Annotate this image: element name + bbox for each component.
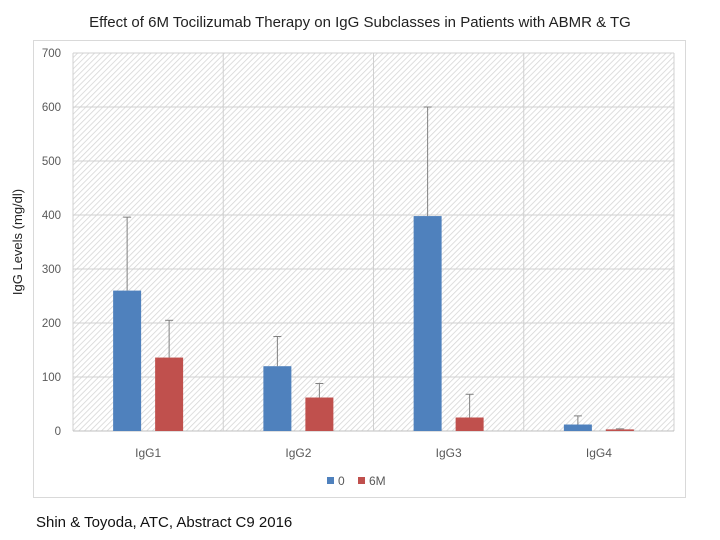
- y-tick-label: 500: [42, 156, 61, 168]
- x-tick-label: IgG4: [586, 446, 612, 460]
- legend-swatch: [327, 477, 334, 484]
- y-tick-label: 0: [55, 426, 61, 438]
- bar: [263, 366, 292, 431]
- bar: [413, 216, 442, 431]
- bar: [563, 424, 592, 431]
- bar: [455, 417, 484, 431]
- bar: [305, 397, 334, 431]
- legend-label: 6M: [369, 474, 386, 488]
- y-tick-label: 200: [42, 318, 61, 330]
- x-tick-label: IgG2: [285, 446, 311, 460]
- bar: [155, 357, 184, 431]
- y-axis-label: IgG Levels (mg/dl): [10, 189, 25, 295]
- bar: [605, 429, 634, 431]
- legend-label: 0: [338, 474, 345, 488]
- y-tick-label: 100: [42, 372, 61, 384]
- legend-swatch: [358, 477, 365, 484]
- chart-title: Effect of 6M Tocilizumab Therapy on IgG …: [89, 14, 631, 31]
- citation-footer: Shin & Toyoda, ATC, Abstract C9 2016: [36, 514, 293, 531]
- x-tick-label: IgG1: [135, 446, 161, 460]
- y-tick-label: 400: [42, 210, 61, 222]
- y-tick-label: 300: [42, 264, 61, 276]
- chart-frame: [33, 40, 686, 498]
- x-tick-label: IgG3: [436, 446, 462, 460]
- y-tick-label: 700: [42, 48, 61, 60]
- bar: [113, 290, 142, 431]
- y-tick-label: 600: [42, 102, 61, 114]
